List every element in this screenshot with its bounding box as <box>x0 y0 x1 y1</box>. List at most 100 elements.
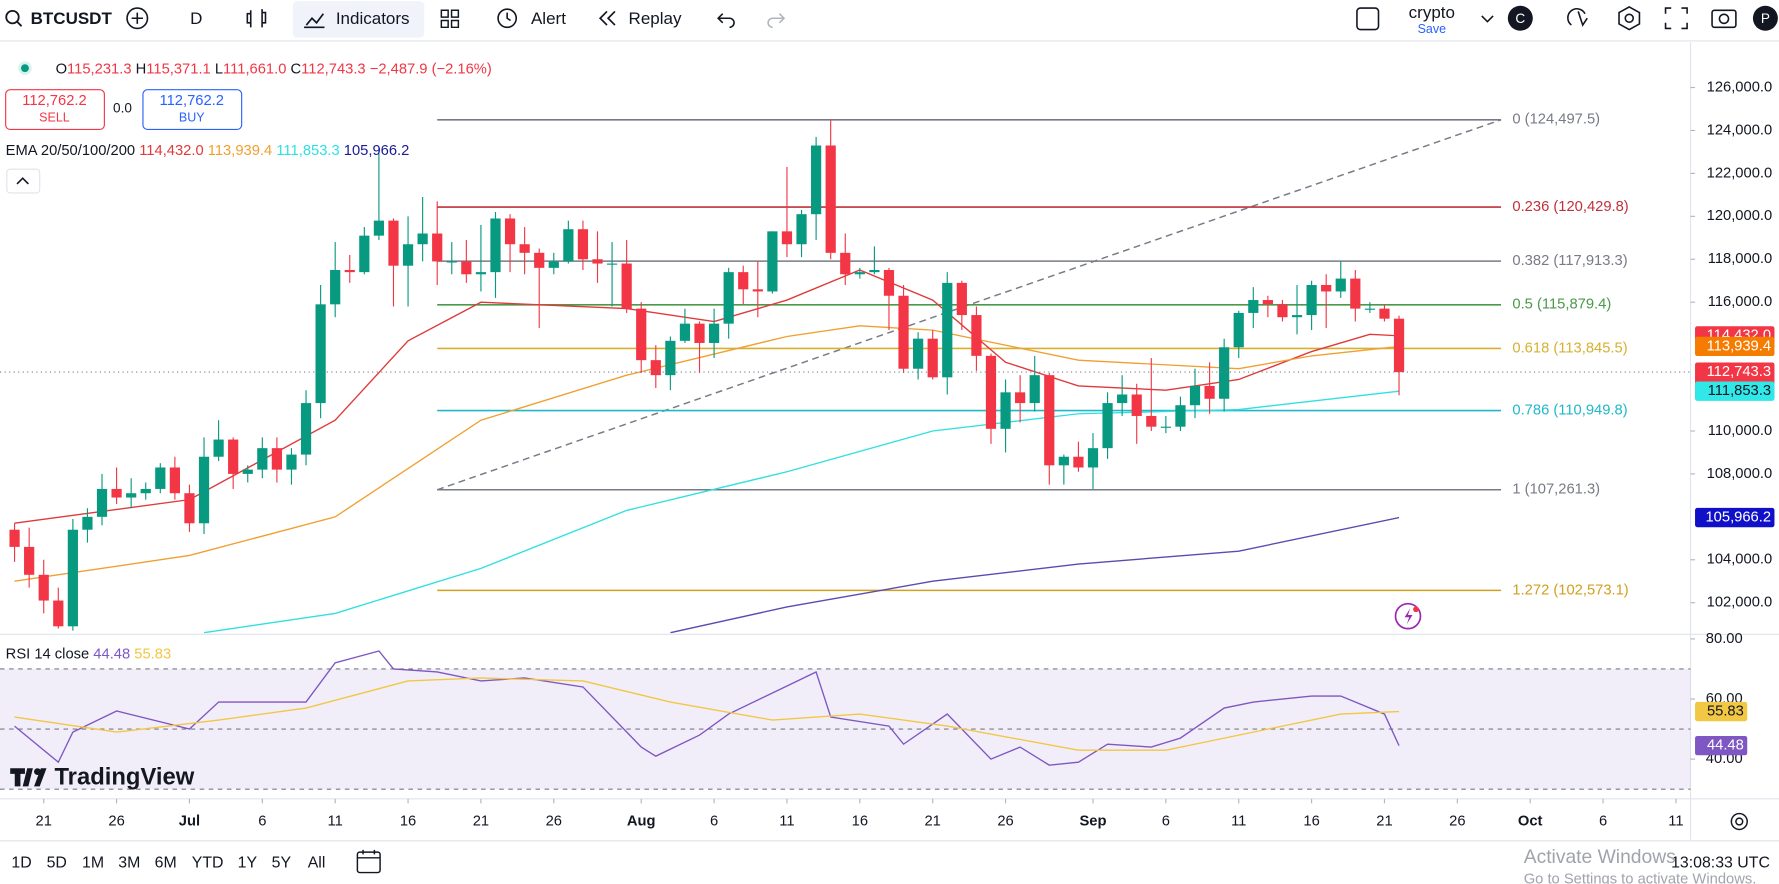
buy-button[interactable] <box>142 89 243 130</box>
candle-body <box>927 338 938 378</box>
rsi-badge <box>1695 736 1748 756</box>
snapshot-icon <box>1718 13 1730 25</box>
candle-body <box>1117 394 1128 404</box>
candle-body <box>198 456 210 524</box>
fullscreen-toggle[interactable] <box>1356 7 1380 31</box>
axis-settings[interactable] <box>1730 812 1748 831</box>
interval[interactable]: D <box>190 9 202 28</box>
candle-body <box>810 145 822 215</box>
candle-body <box>24 546 35 575</box>
candle-body <box>621 263 632 309</box>
indicators-label[interactable]: Indicators <box>336 9 410 28</box>
candle-body <box>1102 403 1113 449</box>
rsi-value: 44.48 <box>93 647 130 663</box>
candle-body <box>548 261 559 268</box>
profile-avatar[interactable] <box>1752 5 1778 31</box>
range-button[interactable]: 1M <box>82 855 104 872</box>
candle-body <box>300 403 312 455</box>
save-label[interactable]: Save <box>1418 22 1446 36</box>
x-tick-label: 6 <box>710 813 718 829</box>
alert-label[interactable]: Alert <box>531 9 566 28</box>
fullscreen-icon[interactable] <box>1664 7 1688 30</box>
account-initial: C <box>1515 11 1525 26</box>
candle-body <box>971 315 982 356</box>
quick-search-icon[interactable] <box>1567 8 1588 27</box>
layout-name[interactable]: crypto <box>1409 3 1455 22</box>
ema-value: 105,966.2 <box>344 143 410 159</box>
lightning-button[interactable] <box>1394 602 1422 630</box>
y-tick-label: 116,000.0 <box>1708 294 1772 310</box>
candle-body <box>169 467 180 494</box>
tv-logo <box>10 768 33 787</box>
alert-icon[interactable] <box>497 8 518 29</box>
x-tick-label: 16 <box>852 813 868 829</box>
candle-body <box>767 231 778 292</box>
snapshot-icon[interactable] <box>1711 9 1737 29</box>
price-badge-label: 111,853.3 <box>1708 383 1771 399</box>
goto-date[interactable] <box>356 851 381 874</box>
candle-body <box>898 295 909 369</box>
rsi-line <box>14 650 1400 766</box>
candle-body <box>446 261 457 263</box>
replay-label[interactable]: Replay <box>629 9 682 28</box>
symbol[interactable]: BTCUSDT <box>31 9 113 28</box>
settings-icon <box>1624 13 1635 24</box>
price-badge <box>1695 336 1775 357</box>
range-button[interactable]: 5Y <box>272 855 292 872</box>
range-button[interactable]: 3M <box>118 855 140 872</box>
buy-label[interactable]: BUY <box>179 110 205 124</box>
candle-body <box>883 269 895 296</box>
candle-body <box>330 269 341 305</box>
layout-menu[interactable] <box>1481 15 1494 23</box>
ema-value: 114,432.0 <box>139 143 203 159</box>
ema-legend: EMA 20/50/100/200 114,432.0 113,939.4 11… <box>6 143 410 159</box>
candle-body <box>1248 300 1259 313</box>
redo-icon[interactable] <box>767 13 786 29</box>
candle-body <box>359 235 370 273</box>
candle-body <box>1058 456 1069 466</box>
range-button[interactable]: 1Y <box>238 855 258 872</box>
candle-body <box>1000 392 1011 429</box>
collapse-button[interactable] <box>6 168 41 194</box>
candle-body <box>111 488 122 498</box>
x-tick-label: 16 <box>400 813 416 829</box>
ema-value: 113,939.4 <box>208 143 272 159</box>
candle-body <box>1044 375 1055 466</box>
candle-body <box>1204 385 1215 399</box>
sell-price[interactable]: 112,762.2 <box>22 93 86 109</box>
sell-label[interactable]: SELL <box>39 110 70 124</box>
templates-icon[interactable] <box>440 9 460 29</box>
range-button[interactable]: 5D <box>47 855 67 872</box>
rsi-value: 55.83 <box>134 647 171 663</box>
rsi-line <box>14 677 1400 751</box>
indicators-button[interactable] <box>292 1 425 38</box>
sell-button[interactable] <box>5 89 105 130</box>
range-button[interactable]: All <box>308 855 326 872</box>
buy-price[interactable]: 112,762.2 <box>160 93 224 109</box>
account-avatar[interactable] <box>1507 5 1533 31</box>
candle-body <box>1219 347 1230 399</box>
range-button[interactable]: 1D <box>11 855 31 872</box>
candle-body <box>1379 308 1390 319</box>
compare-button[interactable] <box>126 7 149 30</box>
lightning-icon <box>1404 608 1413 625</box>
ohlc-key: L <box>215 61 223 77</box>
candle-body <box>82 516 93 530</box>
x-tick-label: 11 <box>1231 813 1246 829</box>
candle-body <box>417 233 428 245</box>
range-button[interactable]: 6M <box>155 855 177 872</box>
candle-body <box>840 252 851 275</box>
range-button[interactable]: YTD <box>192 855 224 872</box>
ema-value: 111,853.3 <box>276 143 339 159</box>
candle-body <box>402 244 414 266</box>
chart-type-icon[interactable] <box>246 9 267 28</box>
replay-icon[interactable] <box>598 10 616 26</box>
candle-body <box>694 323 705 343</box>
settings-icon[interactable] <box>1618 5 1641 31</box>
candle-body <box>577 229 589 260</box>
x-tick-label: 21 <box>36 813 52 829</box>
candle-body <box>67 529 78 627</box>
search-icon[interactable] <box>5 9 20 25</box>
candle-body <box>781 231 793 245</box>
undo-icon[interactable] <box>717 13 735 29</box>
